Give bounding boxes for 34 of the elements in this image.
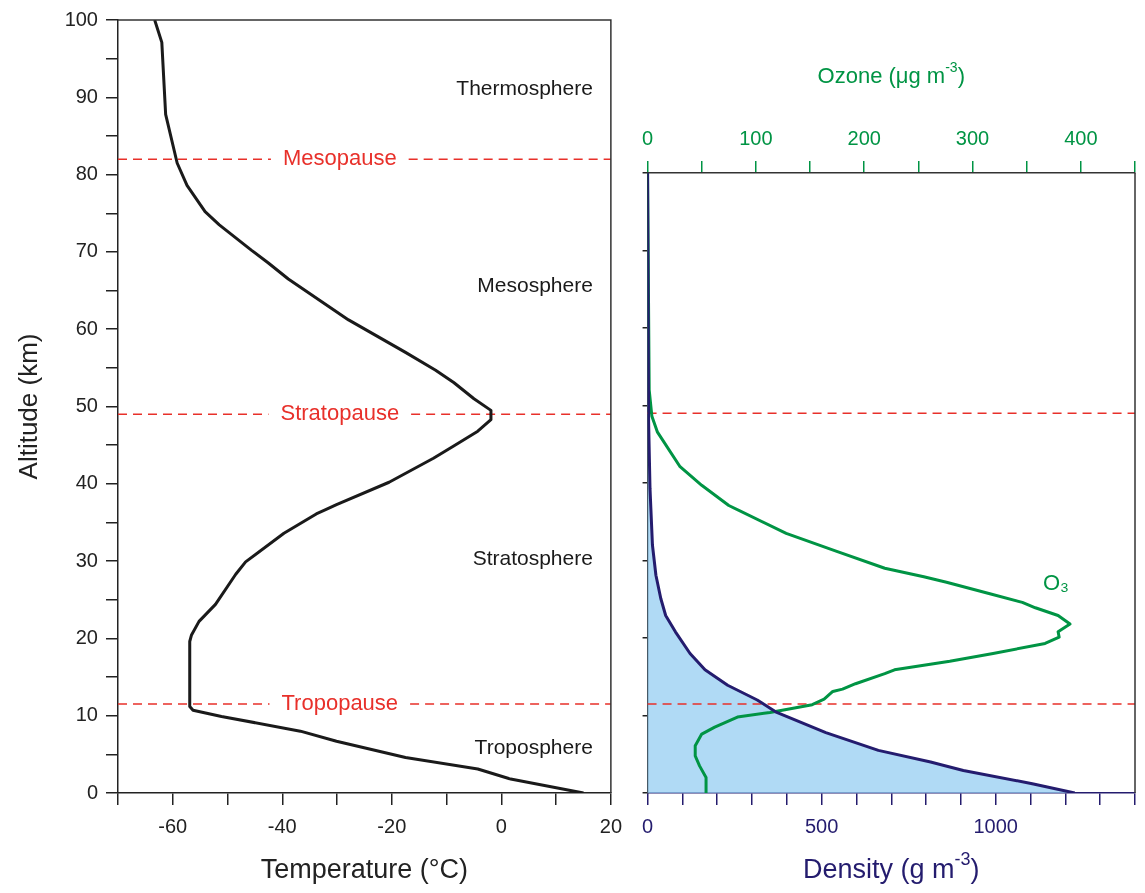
annotation: Troposphere xyxy=(474,735,593,759)
y-tick-label: 50 xyxy=(75,394,98,417)
y-tick-label: 90 xyxy=(75,84,98,107)
y-tick-label: 0 xyxy=(86,780,98,803)
x2-tick-label: 100 xyxy=(739,126,773,149)
y-tick-label: 30 xyxy=(75,548,98,571)
y-axis-title: Altitude (km) xyxy=(13,333,44,480)
x-axis-title: Temperature (°C) xyxy=(260,854,469,885)
y-tick-label: 40 xyxy=(75,471,98,494)
x2-tick-label: 200 xyxy=(847,126,881,149)
ref-line-label: Mesopause xyxy=(282,145,397,171)
x-tick-label: 1000 xyxy=(973,814,1018,837)
x-tick-label: 500 xyxy=(804,814,839,837)
ref-line-label: Tropopause xyxy=(281,690,399,716)
x-tick-label: -40 xyxy=(267,814,297,837)
x-tick-label: 0 xyxy=(495,814,507,837)
annotation: Stratosphere xyxy=(472,545,593,569)
y-tick-label: 10 xyxy=(75,703,98,726)
x-tick-label: 20 xyxy=(599,814,622,837)
ref-line-label: Stratopause xyxy=(280,400,400,426)
x2-tick-label: 300 xyxy=(955,126,990,149)
series-label: O₃ xyxy=(1042,570,1070,596)
x-tick-label: -60 xyxy=(158,814,188,837)
y-tick-label: 20 xyxy=(75,625,98,648)
y-tick-label: 80 xyxy=(75,162,98,185)
y-tick-label: 70 xyxy=(75,239,98,262)
x2-tick-label: 0 xyxy=(642,126,654,149)
annotation: Mesosphere xyxy=(477,273,593,297)
y-tick-label: 100 xyxy=(64,7,98,30)
annotation: Thermosphere xyxy=(456,76,593,100)
x-tick-label: 0 xyxy=(642,814,654,837)
x-tick-label: -20 xyxy=(377,814,407,837)
y-tick-label: 60 xyxy=(75,316,98,339)
x2-tick-label: 400 xyxy=(1064,126,1098,149)
